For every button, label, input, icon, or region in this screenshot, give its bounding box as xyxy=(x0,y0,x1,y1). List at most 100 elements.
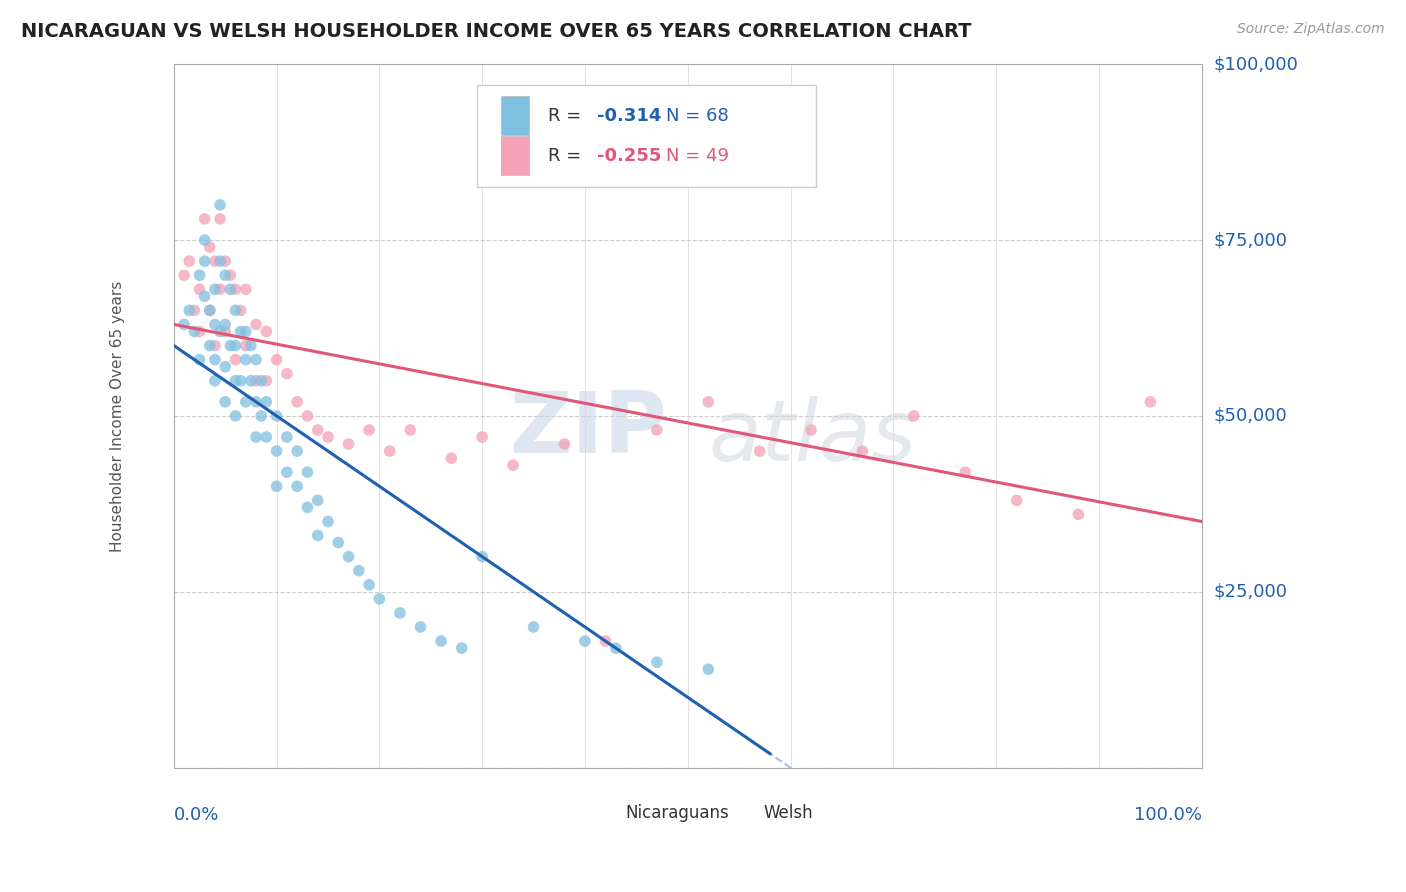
Point xyxy=(245,374,267,388)
Point xyxy=(245,430,267,444)
Point xyxy=(173,268,195,283)
Point xyxy=(254,374,277,388)
Point xyxy=(229,374,252,388)
Point xyxy=(219,338,242,352)
Point xyxy=(194,254,217,268)
Point xyxy=(359,578,381,592)
Point xyxy=(266,479,288,493)
Point xyxy=(605,641,627,656)
Point xyxy=(307,423,329,437)
Point xyxy=(450,641,472,656)
Point xyxy=(955,465,977,479)
Text: NICARAGUAN VS WELSH HOUSEHOLDER INCOME OVER 65 YEARS CORRELATION CHART: NICARAGUAN VS WELSH HOUSEHOLDER INCOME O… xyxy=(21,22,972,41)
Point xyxy=(522,620,544,634)
Point xyxy=(183,325,205,339)
Point xyxy=(645,423,668,437)
Point xyxy=(224,352,246,367)
Point xyxy=(224,338,246,352)
Point xyxy=(250,374,273,388)
Point xyxy=(328,535,350,549)
Point xyxy=(297,500,319,515)
Point xyxy=(254,395,277,409)
Point xyxy=(347,564,370,578)
Text: $50,000: $50,000 xyxy=(1213,407,1288,425)
Point xyxy=(194,289,217,303)
Point xyxy=(440,451,463,466)
Point xyxy=(194,211,217,226)
Point xyxy=(285,444,308,458)
Point xyxy=(235,282,257,296)
Point xyxy=(239,374,262,388)
Point xyxy=(595,634,617,648)
Point xyxy=(214,318,236,332)
Point xyxy=(229,325,252,339)
Point xyxy=(204,352,226,367)
Point xyxy=(316,515,339,529)
Point xyxy=(276,367,298,381)
Point xyxy=(224,374,246,388)
Point xyxy=(266,444,288,458)
Point xyxy=(209,198,232,212)
Point xyxy=(219,268,242,283)
Point xyxy=(297,465,319,479)
Text: $25,000: $25,000 xyxy=(1213,582,1288,601)
Point xyxy=(285,479,308,493)
Point xyxy=(1067,508,1090,522)
Text: 0.0%: 0.0% xyxy=(174,806,219,824)
Point xyxy=(224,282,246,296)
Point xyxy=(697,662,720,676)
FancyBboxPatch shape xyxy=(477,86,817,187)
Point xyxy=(198,303,221,318)
Text: R =: R = xyxy=(548,146,586,165)
Text: Householder Income Over 65 years: Householder Income Over 65 years xyxy=(110,280,125,551)
Point xyxy=(645,655,668,669)
Point xyxy=(399,423,422,437)
Point xyxy=(214,268,236,283)
Point xyxy=(204,254,226,268)
Point xyxy=(276,430,298,444)
Point xyxy=(307,528,329,542)
Point xyxy=(209,282,232,296)
Point xyxy=(245,318,267,332)
Point xyxy=(359,423,381,437)
Point xyxy=(198,240,221,254)
Point xyxy=(204,282,226,296)
Point xyxy=(388,606,411,620)
Point xyxy=(183,303,205,318)
Point xyxy=(851,444,873,458)
Point xyxy=(214,359,236,374)
Text: $75,000: $75,000 xyxy=(1213,231,1288,249)
Point xyxy=(214,395,236,409)
Point xyxy=(229,303,252,318)
Text: Nicaraguans: Nicaraguans xyxy=(626,805,728,822)
Point xyxy=(235,352,257,367)
Point xyxy=(297,409,319,423)
Point xyxy=(254,430,277,444)
Point xyxy=(204,338,226,352)
FancyBboxPatch shape xyxy=(728,801,751,826)
Point xyxy=(179,254,201,268)
FancyBboxPatch shape xyxy=(501,96,530,135)
Text: $100,000: $100,000 xyxy=(1213,55,1299,73)
Point xyxy=(471,430,494,444)
Point xyxy=(368,591,391,606)
Point xyxy=(697,395,720,409)
Point xyxy=(224,409,246,423)
Point xyxy=(188,268,211,283)
Point xyxy=(471,549,494,564)
Point xyxy=(430,634,453,648)
Point xyxy=(235,338,257,352)
Point xyxy=(1139,395,1161,409)
Point xyxy=(198,303,221,318)
Text: N = 49: N = 49 xyxy=(666,146,730,165)
Point xyxy=(266,352,288,367)
Point xyxy=(194,233,217,247)
Point xyxy=(337,437,360,451)
Point xyxy=(173,318,195,332)
Point xyxy=(239,338,262,352)
Point xyxy=(204,318,226,332)
Point xyxy=(307,493,329,508)
Point xyxy=(209,254,232,268)
Text: N = 68: N = 68 xyxy=(666,106,728,125)
Point xyxy=(204,374,226,388)
